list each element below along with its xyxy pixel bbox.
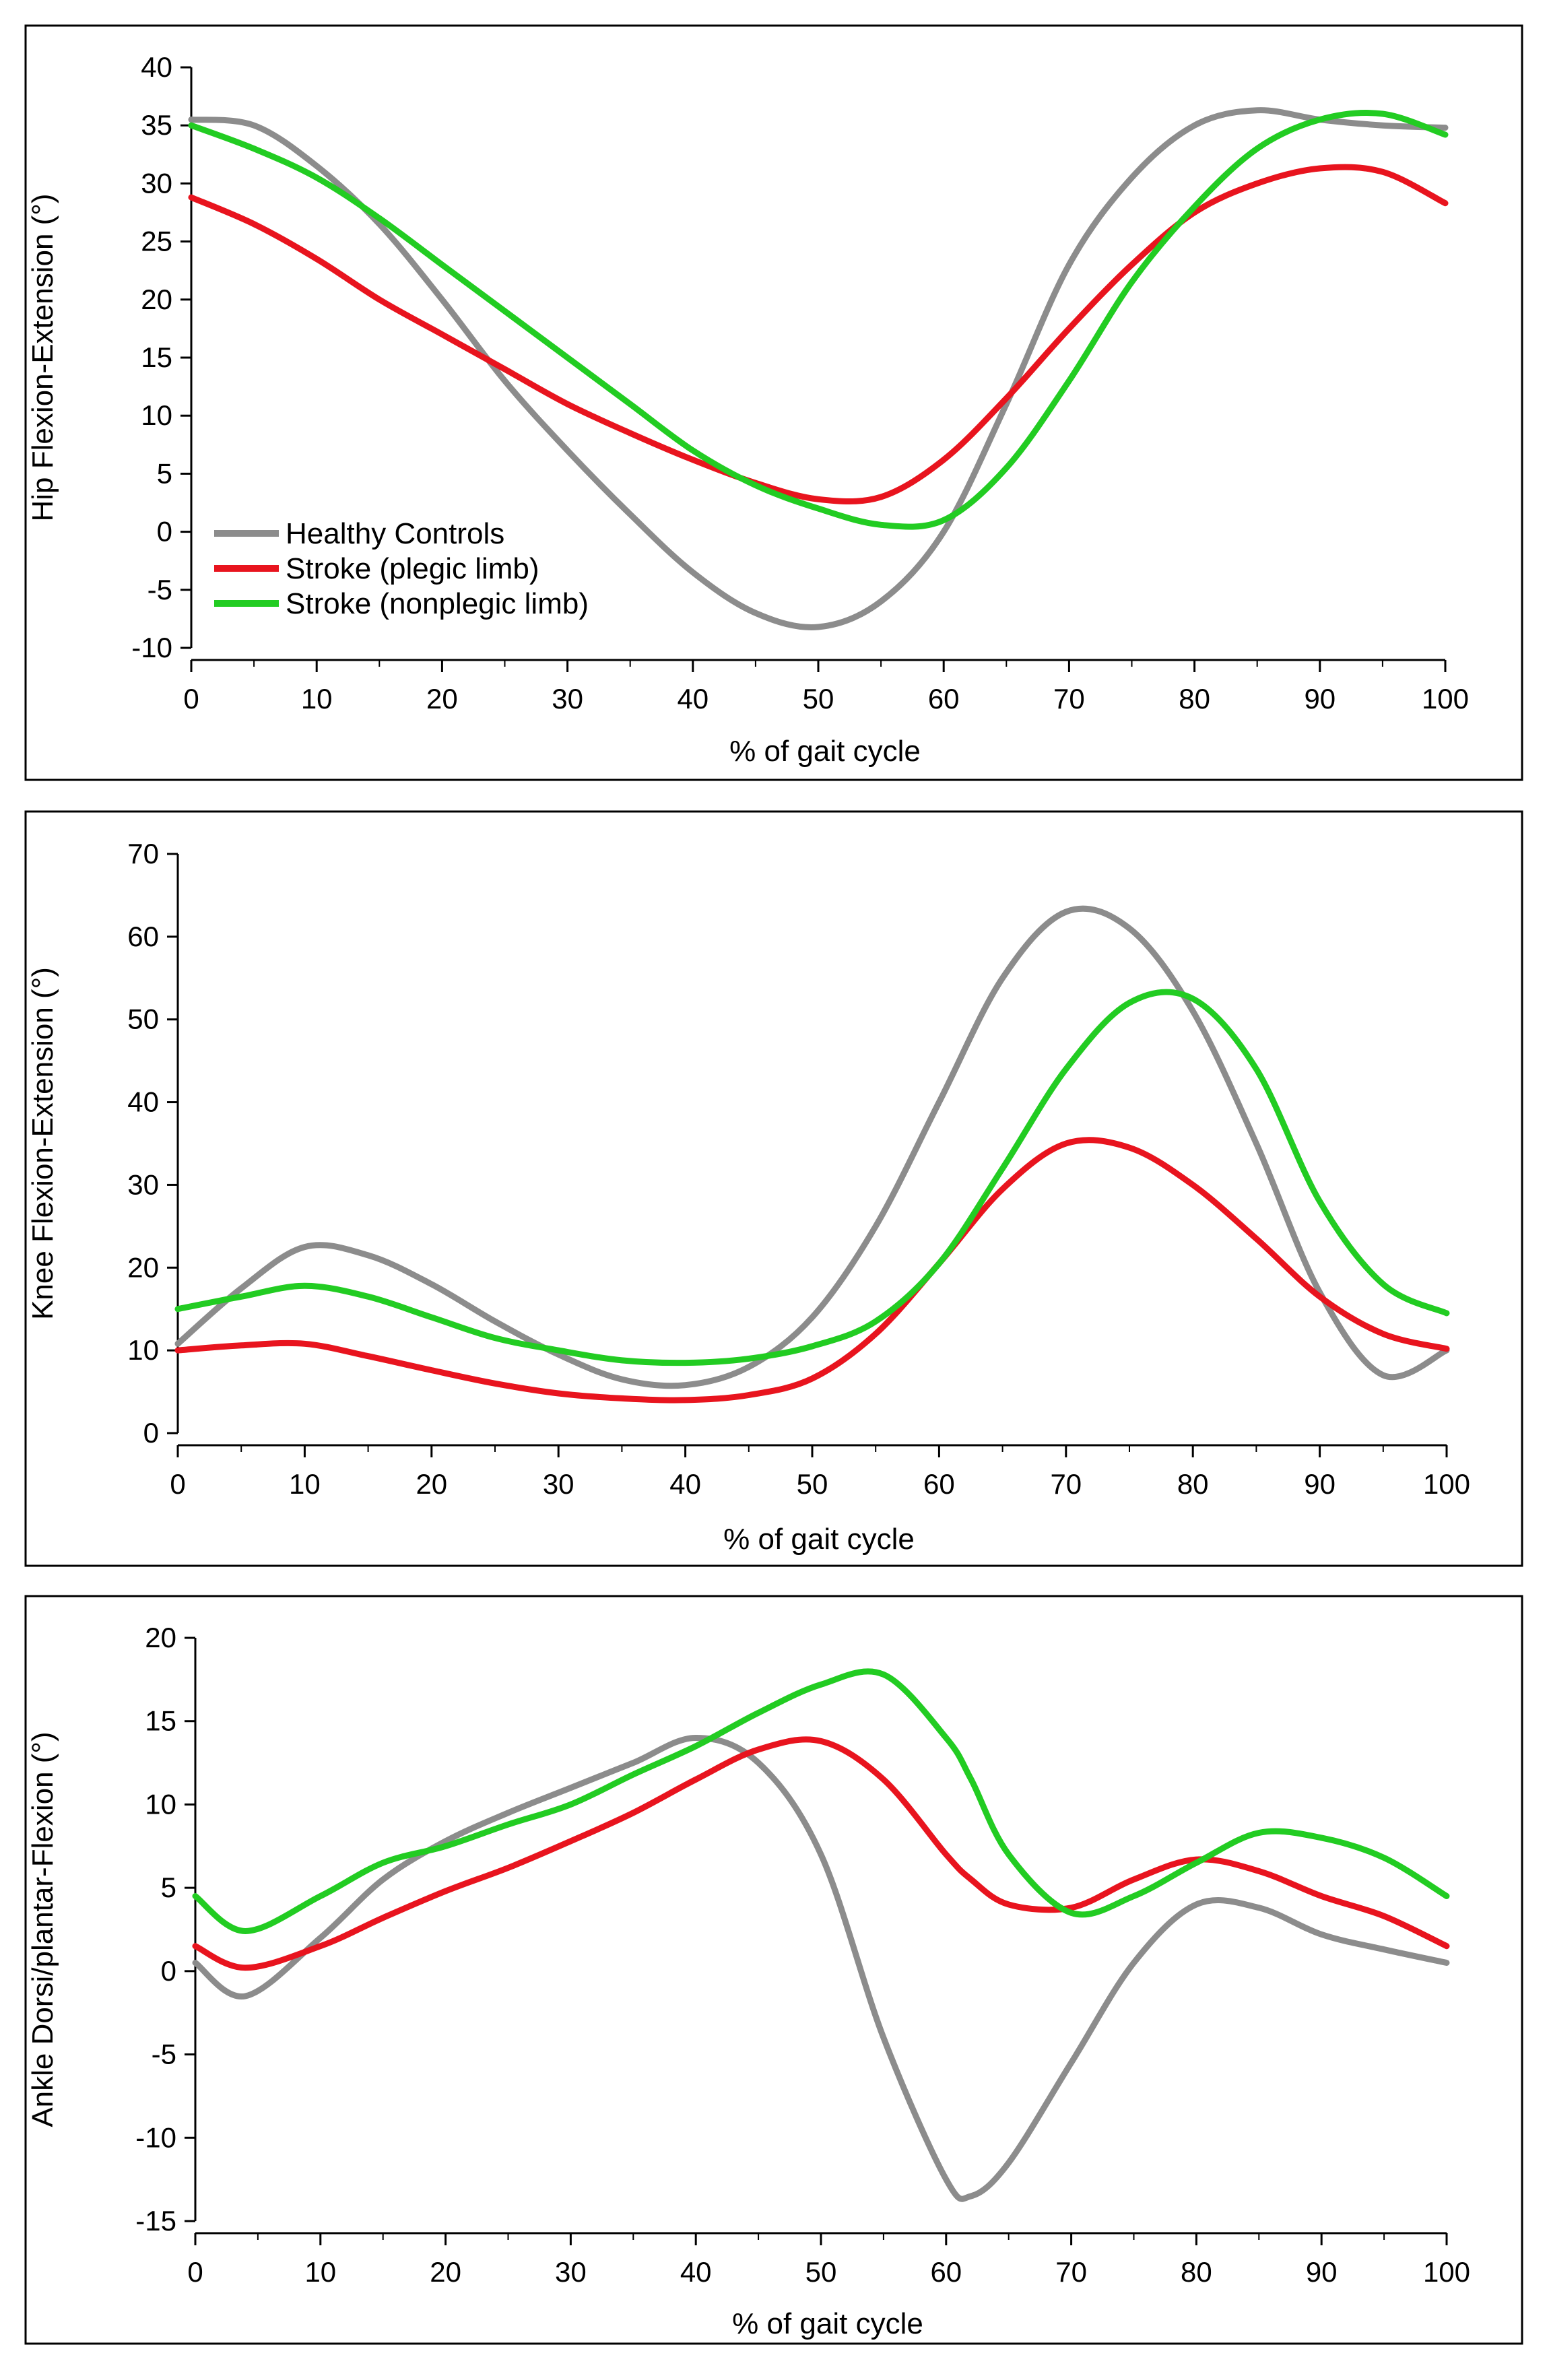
y-tick-label: 50	[127, 1003, 159, 1035]
panel-frame	[24, 24, 1523, 781]
x-tick-label: 40	[669, 1468, 701, 1500]
x-tick-label: 40	[677, 683, 708, 715]
x-tick-label: 80	[1179, 683, 1210, 715]
panel-frame	[24, 1595, 1523, 2345]
y-tick-label: 60	[127, 921, 159, 952]
y-tick-label: 30	[141, 167, 172, 199]
y-tick-label: 10	[145, 1788, 176, 1820]
x-tick-label: 0	[187, 2256, 203, 2288]
chart-panel-3: -15 -10 -5 0 5 10 15 20 0 10 20 30 40 50 60 70 80 90 100 % …	[24, 1595, 1523, 2345]
x-tick-label: 50	[797, 1468, 828, 1500]
x-tick-label: 80	[1181, 2256, 1212, 2288]
legend-label: Healthy Controls	[286, 517, 504, 550]
x-tick-label: 30	[543, 1468, 574, 1500]
series-line-stroke-nonplegic-limb	[174, 989, 1450, 1366]
x-tick-label: 60	[928, 683, 960, 715]
series-line-stroke-plegic-limb	[192, 1736, 1450, 1971]
x-tick-label: 90	[1304, 683, 1336, 715]
x-tick-label: 100	[1422, 683, 1469, 715]
y-tick-label: 20	[145, 1622, 176, 1653]
x-tick-label: 20	[416, 1468, 447, 1500]
x-tick-label: 50	[803, 683, 834, 715]
x-tick-label: 0	[183, 683, 199, 715]
y-tick-label: -15	[135, 2205, 176, 2237]
y-tick-label: -5	[147, 574, 172, 605]
y-tick-label: 25	[141, 226, 172, 257]
y-tick-label: 10	[141, 399, 172, 431]
x-tick-label: 30	[555, 2256, 587, 2288]
y-tick-label: 40	[141, 51, 172, 83]
y-tick-label: 20	[127, 1251, 159, 1283]
y-tick-label: 70	[127, 838, 159, 869]
legend-label: Stroke (nonplegic limb)	[286, 587, 589, 620]
x-tick-label: 80	[1177, 1468, 1209, 1500]
y-tick-label: 0	[143, 1417, 159, 1449]
x-tick-label: 60	[923, 1468, 955, 1500]
x-tick-label: 70	[1050, 1468, 1082, 1500]
legend-label: Stroke (plegic limb)	[286, 552, 539, 585]
x-tick-label: 70	[1055, 2256, 1087, 2288]
y-tick-label: 5	[161, 1872, 176, 1903]
y-tick-label: 5	[157, 457, 172, 489]
x-tick-label: 20	[426, 683, 458, 715]
series-line-stroke-plegic-limb	[174, 1137, 1450, 1403]
series-line-stroke-nonplegic-limb	[192, 1668, 1450, 1934]
y-axis-title: Ankle Dorsi/plantar-Flexion (°)	[26, 1731, 59, 2127]
y-tick-label: 0	[161, 1955, 176, 1987]
y-tick-label: -5	[152, 2039, 176, 2070]
x-tick-label: 100	[1423, 2256, 1470, 2288]
x-tick-label: 90	[1306, 2256, 1338, 2288]
x-tick-label: 30	[552, 683, 583, 715]
y-tick-label: 0	[157, 516, 172, 548]
x-tick-label: 20	[430, 2256, 461, 2288]
x-tick-label: 100	[1423, 1468, 1470, 1500]
x-tick-label: 50	[805, 2256, 837, 2288]
series-line-healthy-controls	[174, 905, 1450, 1389]
x-axis-title: % of gait cycle	[729, 735, 921, 768]
y-axis-title: Knee Flexion-Extension (°)	[26, 967, 59, 1320]
series-line-stroke-plegic-limb	[188, 164, 1449, 505]
x-axis-title: % of gait cycle	[732, 2307, 923, 2340]
x-axis-title: % of gait cycle	[723, 1523, 915, 1556]
panel-frame	[24, 810, 1523, 1567]
y-tick-label: 20	[141, 284, 172, 315]
x-tick-label: 70	[1053, 683, 1085, 715]
x-tick-label: 10	[304, 2256, 336, 2288]
y-tick-label: 15	[145, 1705, 176, 1737]
x-tick-label: 10	[301, 683, 333, 715]
series-line-healthy-controls	[192, 1735, 1450, 2202]
x-tick-label: 60	[930, 2256, 962, 2288]
y-axis-title: Hip Flexion-Extension (°)	[26, 193, 59, 521]
series-line-healthy-controls	[188, 107, 1449, 630]
y-tick-label: -10	[135, 2121, 176, 2153]
x-tick-label: 0	[170, 1468, 185, 1500]
x-tick-label: 10	[289, 1468, 321, 1500]
chart-panel-2: 0 10 20 30 40 50 60 70 0 10 20 30 40 50 60 70 80 90 100 % o…	[24, 810, 1523, 1567]
y-tick-label: 30	[127, 1168, 159, 1200]
series-line-stroke-nonplegic-limb	[188, 110, 1449, 530]
chart-panel-1: -10 -5 0 5 10 15 20 25 30 35 40 0 10 20 30 40 50 60 70 80 90…	[24, 24, 1523, 781]
y-tick-label: 35	[141, 109, 172, 141]
x-tick-label: 40	[680, 2256, 712, 2288]
x-tick-label: 90	[1304, 1468, 1336, 1500]
y-tick-label: -10	[131, 632, 172, 663]
y-tick-label: 15	[141, 341, 172, 373]
y-tick-label: 40	[127, 1086, 159, 1118]
y-tick-label: 10	[127, 1334, 159, 1366]
